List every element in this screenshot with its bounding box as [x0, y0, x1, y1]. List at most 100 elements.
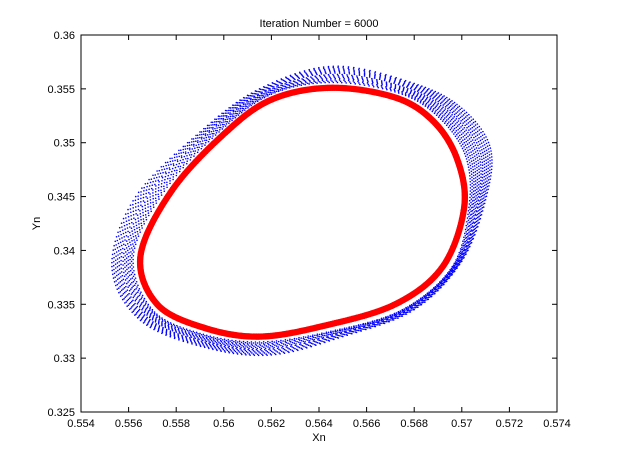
blue-point: [147, 212, 150, 214]
blue-point: [275, 345, 278, 347]
blue-point: [132, 235, 135, 238]
blue-point: [469, 164, 472, 167]
blue-point: [435, 109, 437, 112]
blue-point: [408, 96, 410, 98]
blue-point: [138, 294, 141, 297]
blue-point: [454, 135, 457, 138]
blue-point: [292, 347, 295, 349]
blue-point: [362, 326, 365, 329]
blue-point: [471, 182, 473, 185]
blue-point: [325, 77, 328, 80]
blue-point: [143, 297, 146, 300]
blue-point: [433, 102, 436, 105]
blue-point: [475, 128, 477, 130]
blue-point: [363, 75, 366, 77]
blue-point: [211, 336, 213, 339]
blue-point: [271, 340, 273, 343]
blue-point: [120, 259, 122, 262]
blue-point: [343, 77, 345, 80]
blue-point: [128, 252, 130, 254]
blue-point: [474, 139, 477, 141]
blue-point: [452, 117, 454, 119]
blue-point: [481, 192, 483, 194]
blue-point: [215, 132, 218, 134]
blue-point: [115, 244, 117, 246]
blue-point: [116, 258, 119, 260]
blue-point: [267, 87, 270, 90]
blue-point: [219, 342, 222, 345]
blue-point: [254, 351, 256, 353]
blue-point: [176, 326, 179, 328]
blue-point: [182, 151, 185, 154]
blue-point: [468, 113, 470, 116]
blue-point: [439, 102, 442, 105]
blue-point: [258, 94, 261, 97]
blue-point: [254, 343, 257, 345]
blue-point: [434, 90, 437, 93]
blue-point: [154, 183, 156, 186]
blue-point: [250, 341, 253, 343]
blue-point: [167, 322, 170, 324]
blue-point: [146, 185, 148, 188]
blue-point: [439, 113, 442, 115]
blue-point: [134, 314, 136, 316]
blue-point: [124, 296, 127, 299]
blue-point: [149, 196, 151, 198]
blue-point: [116, 265, 119, 268]
blue-point: [288, 87, 291, 89]
blue-point: [373, 325, 376, 328]
blue-point: [210, 121, 213, 124]
blue-point: [191, 333, 194, 336]
blue-point: [171, 170, 173, 173]
blue-point: [238, 340, 241, 343]
blue-point: [256, 350, 259, 352]
blue-point: [179, 332, 181, 335]
blue-point: [350, 330, 352, 333]
blue-point: [419, 303, 422, 306]
blue-point: [167, 324, 170, 327]
blue-point: [481, 204, 483, 207]
blue-point: [285, 77, 288, 79]
blue-point: [129, 241, 131, 244]
blue-point: [134, 302, 136, 305]
blue-point: [221, 128, 224, 130]
blue-point: [270, 93, 273, 96]
blue-point: [476, 138, 478, 140]
blue-point: [439, 104, 442, 107]
blue-point: [435, 114, 438, 117]
blue-point: [474, 201, 476, 204]
blue-point: [481, 170, 484, 173]
blue-point: [246, 99, 249, 102]
blue-point: [117, 231, 119, 234]
blue-point: [210, 346, 213, 348]
blue-point: [280, 350, 283, 353]
blue-point: [481, 134, 484, 137]
blue-point: [149, 202, 152, 204]
blue-point: [453, 124, 456, 127]
blue-point: [311, 74, 314, 77]
blue-point: [212, 126, 214, 129]
blue-point: [485, 142, 488, 145]
blue-point: [472, 212, 475, 214]
blue-point: [319, 75, 322, 78]
blue-point: [222, 119, 225, 121]
blue-point: [476, 130, 479, 133]
blue-point: [229, 113, 231, 116]
blue-point: [121, 229, 124, 231]
blue-point: [126, 249, 129, 252]
blue-point: [111, 261, 113, 264]
blue-point: [295, 348, 298, 351]
blue-point: [129, 208, 132, 210]
blue-point: [131, 277, 134, 279]
blue-point: [469, 208, 471, 211]
blue-point: [388, 81, 391, 83]
blue-point: [139, 210, 141, 212]
blue-point: [473, 208, 475, 211]
blue-point: [431, 292, 433, 294]
blue-point: [189, 329, 191, 332]
blue-point: [255, 90, 258, 93]
blue-point: [390, 86, 392, 88]
blue-point: [263, 344, 266, 346]
blue-point: [267, 351, 270, 354]
